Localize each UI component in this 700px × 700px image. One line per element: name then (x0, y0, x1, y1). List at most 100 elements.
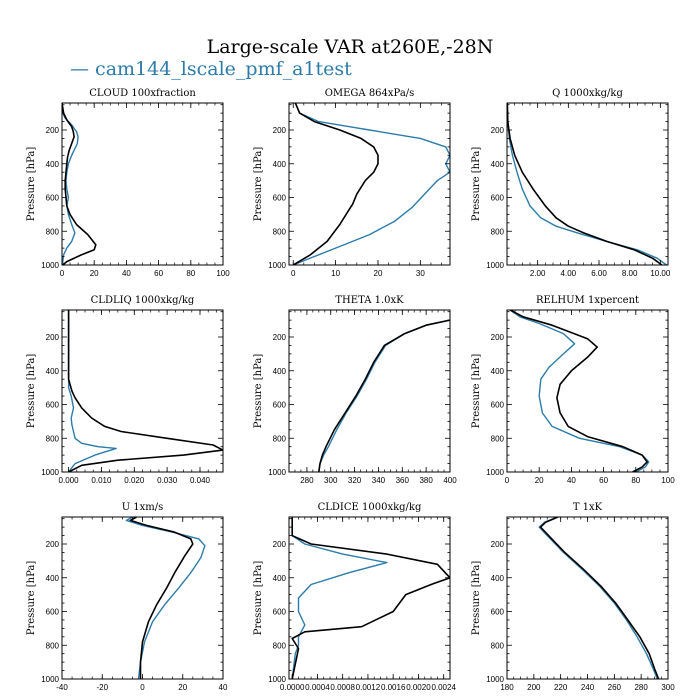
x-tick-label: 300 (324, 476, 338, 485)
series-line-blue (538, 517, 658, 679)
y-tick-label: 800 (273, 434, 287, 443)
x-tick-label: 2.00 (530, 269, 546, 278)
y-axis-label: Pressure [hPa] (253, 561, 264, 636)
x-tick-label: 0 (505, 476, 510, 485)
y-tick-label: 600 (46, 194, 60, 203)
y-axis-label: Pressure [hPa] (26, 354, 37, 429)
y-tick-label: 200 (273, 540, 287, 549)
y-tick-label: 200 (491, 540, 505, 549)
y-tick-label: 1000 (268, 468, 286, 477)
y-tick-label: 400 (46, 367, 60, 376)
series-line-blue (67, 310, 117, 472)
x-tick-label: 20 (90, 269, 99, 278)
x-tick-label: 0.0020 (406, 683, 431, 692)
y-axis-label: Pressure [hPa] (253, 147, 264, 222)
x-tick-label: 280 (634, 683, 648, 692)
series-line-black (291, 517, 450, 679)
y-tick-label: 400 (273, 574, 287, 583)
x-tick-label: 0.000 (59, 476, 80, 485)
y-tick-label: 200 (46, 126, 60, 135)
x-tick-label: -20 (96, 683, 108, 692)
x-tick-label: 0 (60, 269, 65, 278)
series-line-blue (318, 319, 450, 472)
x-tick-label: 260 (608, 683, 622, 692)
plot-frame (506, 516, 669, 680)
x-tick-label: 360 (396, 476, 410, 485)
series-line-black (67, 310, 223, 472)
series-line-black (507, 103, 663, 265)
y-axis-label: Pressure [hPa] (253, 354, 264, 429)
plot-frame (61, 102, 224, 266)
x-tick-label: 0.010 (91, 476, 112, 485)
subplot-title: RELHUM 1xpercent (536, 295, 639, 306)
series-line-blue (125, 517, 206, 679)
x-tick-label: 300 (661, 683, 675, 692)
y-tick-label: 600 (273, 401, 287, 410)
x-tick-label: 0.0000 (280, 683, 305, 692)
y-tick-label: 600 (491, 401, 505, 410)
legend-entry: — cam144_lscale_pmf_a1test (70, 58, 352, 80)
x-tick-label: 4.00 (561, 269, 577, 278)
y-tick-label: 800 (46, 434, 60, 443)
y-tick-label: 1000 (41, 675, 59, 684)
subplot-7: 200 400 600 800 1000-40 -20 0 20 40 U 1xm/s Pressu… (26, 502, 228, 692)
plot-frame (288, 309, 451, 473)
y-tick-label: 400 (491, 160, 505, 169)
x-tick-label: 0.0008 (330, 683, 355, 692)
y-tick-label: 200 (273, 333, 287, 342)
y-tick-label: 600 (46, 608, 60, 617)
plot-frame (506, 309, 669, 473)
y-tick-label: 200 (46, 333, 60, 342)
x-tick-label: 200 (527, 683, 541, 692)
y-tick-label: 600 (273, 608, 287, 617)
series-line-black (539, 517, 660, 679)
y-tick-label: 1000 (41, 261, 59, 270)
x-tick-label: 60 (154, 269, 163, 278)
subplot-2: 200 400 600 800 1000 0 10 20 30 OMEGA 864xPa/s Pre… (253, 88, 451, 278)
y-tick-label: 400 (273, 367, 287, 376)
series-line-blue (509, 310, 650, 472)
x-tick-label: 0.0024 (431, 683, 456, 692)
y-tick-label: 800 (491, 434, 505, 443)
x-tick-label: 80 (186, 269, 195, 278)
y-axis-label: Pressure [hPa] (26, 147, 37, 222)
x-tick-label: -40 (56, 683, 68, 692)
plot-frame (288, 516, 451, 680)
y-tick-label: 1000 (41, 468, 59, 477)
series-line-blue (291, 517, 388, 679)
y-tick-label: 1000 (268, 261, 286, 270)
y-tick-label: 400 (46, 160, 60, 169)
x-tick-label: 180 (500, 683, 514, 692)
x-tick-label: 80 (631, 476, 640, 485)
y-axis-label: Pressure [hPa] (471, 147, 482, 222)
x-tick-label: 380 (419, 476, 433, 485)
plot-frame (61, 309, 224, 473)
subplot-3: 200 400 600 800 1000 2.00 4.00 6.00 8.00 10.00 Q 1… (471, 88, 671, 278)
x-tick-label: 340 (372, 476, 386, 485)
x-tick-label: 40 (122, 269, 131, 278)
x-tick-label: 100 (216, 269, 230, 278)
y-axis-label: Pressure [hPa] (26, 561, 37, 636)
subplot-title: U 1xm/s (122, 502, 164, 513)
legend-line-icon: — (70, 58, 96, 80)
x-tick-label: 10.00 (650, 269, 671, 278)
y-tick-label: 600 (273, 194, 287, 203)
x-tick-label: 0 (140, 683, 145, 692)
subplot-title: T 1xK (573, 502, 603, 513)
y-tick-label: 800 (273, 227, 287, 236)
series-line-blue (507, 103, 667, 265)
subplot-title: CLDICE 1000xkg/kg (318, 502, 422, 513)
x-tick-label: 280 (300, 476, 314, 485)
subplot-title: CLOUD 100xfraction (89, 88, 196, 99)
x-tick-label: 40 (219, 683, 228, 692)
y-tick-label: 1000 (268, 675, 286, 684)
x-tick-label: 6.00 (591, 269, 607, 278)
y-axis-label: Pressure [hPa] (471, 354, 482, 429)
y-tick-label: 800 (491, 641, 505, 650)
x-tick-label: 0.0004 (305, 683, 330, 692)
x-tick-label: 0.0016 (381, 683, 406, 692)
x-tick-label: 40 (567, 476, 576, 485)
